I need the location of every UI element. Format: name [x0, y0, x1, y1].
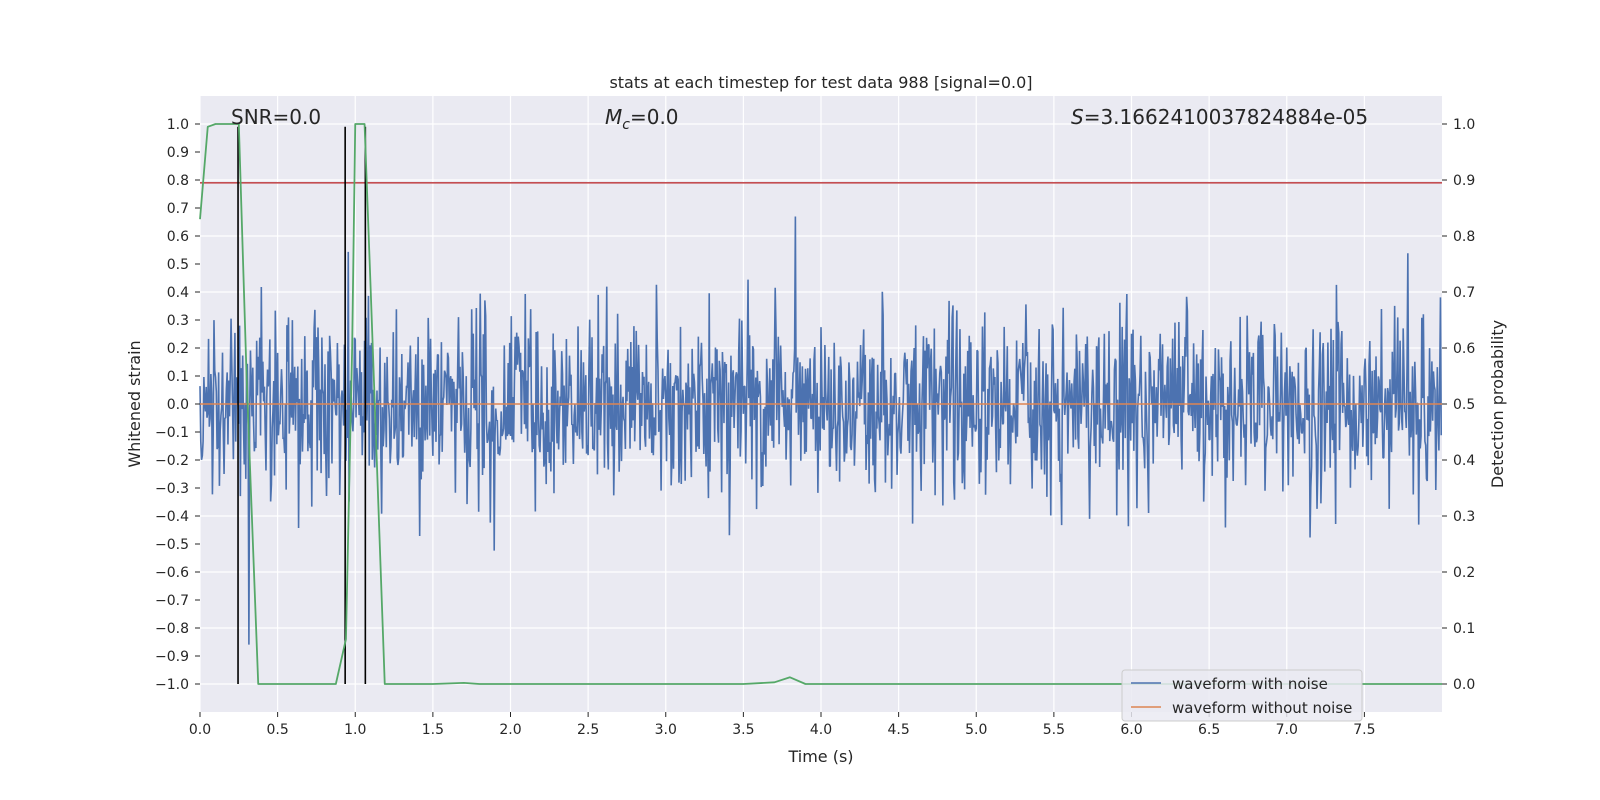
chart-title: stats at each timestep for test data 988… — [609, 73, 1032, 92]
chirp-mass-annotation: Mc=0.0 — [605, 105, 679, 133]
y-tick-label: −0.8 — [155, 621, 189, 637]
x-tick-label: 5.0 — [965, 722, 987, 738]
y-tick-label: 0.8 — [167, 173, 189, 189]
x-tick-label: 5.5 — [1043, 722, 1065, 738]
y-right-tick-label: 0.1 — [1453, 621, 1475, 637]
y-tick-label: −0.7 — [155, 593, 189, 609]
x-tick-label: 6.5 — [1198, 722, 1220, 738]
y-axis-right: 1.0 0.9 0.8 0.7 0.6 0.5 0.4 0.3 0.2 0.1 0.0 — [1442, 117, 1475, 693]
y-right-tick-label: 0.9 — [1453, 173, 1475, 189]
y-axis-label: Whitened strain — [125, 340, 144, 467]
y-right-tick-label: 0.7 — [1453, 285, 1475, 301]
s-symbol: S — [1071, 105, 1084, 129]
s-annotation: S=3.1662410037824884e-05 — [1071, 105, 1368, 129]
x-tick-label: 4.0 — [810, 722, 832, 738]
y-tick-label: −0.5 — [155, 537, 189, 553]
y-right-tick-label: 1.0 — [1453, 117, 1475, 133]
legend-label-noise: waveform with noise — [1172, 675, 1328, 693]
mc-value: =0.0 — [630, 105, 679, 129]
y-right-tick-label: 0.6 — [1453, 341, 1475, 357]
x-tick-label: 7.5 — [1353, 722, 1375, 738]
y-axis-right-label: Detection probability — [1488, 320, 1507, 488]
x-tick-label: 0.0 — [189, 722, 211, 738]
y-axis-left: 1.0 0.9 0.8 0.7 0.6 0.5 0.4 0.3 0.2 0.1 0.0 −0.1 −0.… — [155, 117, 200, 693]
y-tick-label: −0.9 — [155, 649, 189, 665]
x-tick-label: 1.5 — [422, 722, 444, 738]
x-tick-label: 0.5 — [266, 722, 288, 738]
y-tick-label: 0.4 — [167, 285, 189, 301]
y-tick-label: 0.5 — [167, 257, 189, 273]
snr-annotation: SNR=0.0 — [231, 105, 321, 129]
x-tick-label: 4.5 — [887, 722, 909, 738]
series-layer — [199, 123, 1442, 685]
y-tick-label: 0.1 — [167, 369, 189, 385]
x-tick-label: 3.5 — [732, 722, 754, 738]
x-tick-label: 6.0 — [1120, 722, 1142, 738]
s-value: =3.1662410037824884e-05 — [1084, 105, 1368, 129]
legend: waveform with noise waveform without noi… — [1121, 669, 1363, 722]
x-tick-label: 7.0 — [1276, 722, 1298, 738]
y-right-tick-label: 0.4 — [1453, 453, 1475, 469]
y-tick-label: −0.1 — [155, 425, 189, 441]
y-tick-label: 0.3 — [167, 313, 189, 329]
series-line-detection-probability — [199, 123, 1442, 685]
legend-label-clean: waveform without noise — [1172, 699, 1352, 717]
mc-subscript: c — [622, 117, 630, 133]
y-tick-label: −0.4 — [155, 509, 189, 525]
noise-waveform-layer — [199, 216, 1443, 645]
y-tick-label: −1.0 — [155, 677, 189, 693]
x-axis-label: Time (s) — [787, 747, 853, 766]
y-tick-label: 0.7 — [167, 201, 189, 217]
y-right-tick-label: 0.5 — [1453, 397, 1475, 413]
x-tick-label: 2.0 — [499, 722, 521, 738]
series-line-waveform-with-noise — [199, 216, 1443, 645]
y-right-tick-label: 0.3 — [1453, 509, 1475, 525]
y-tick-label: 0.6 — [167, 229, 189, 245]
y-tick-label: −0.3 — [155, 481, 189, 497]
y-tick-label: −0.6 — [155, 565, 189, 581]
y-tick-label: 1.0 — [167, 117, 189, 133]
y-right-tick-label: 0.2 — [1453, 565, 1475, 581]
y-right-tick-label: 0.8 — [1453, 229, 1475, 245]
x-tick-label: 2.5 — [577, 722, 599, 738]
x-axis: 0.0 0.5 1.0 1.5 2.0 2.5 3.0 3.5 4.0 4.5 5.0 5.5 6.0 6… — [189, 712, 1376, 738]
y-tick-label: −0.2 — [155, 453, 189, 469]
mc-symbol: M — [605, 105, 622, 129]
y-tick-label: 0.9 — [167, 145, 189, 161]
y-tick-label: 0.2 — [167, 341, 189, 357]
x-tick-label: 3.0 — [655, 722, 677, 738]
y-tick-label: 0.0 — [167, 397, 189, 413]
y-right-tick-label: 0.0 — [1453, 677, 1475, 693]
x-tick-label: 1.0 — [344, 722, 366, 738]
legend-box — [1121, 669, 1363, 722]
